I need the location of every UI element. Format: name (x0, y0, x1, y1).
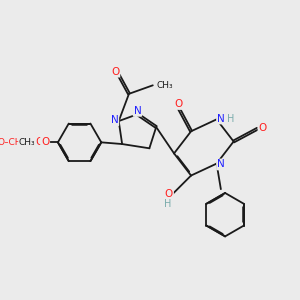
Text: N: N (111, 115, 119, 125)
Text: N: N (217, 113, 225, 124)
Text: O: O (111, 67, 119, 77)
Text: O: O (174, 99, 182, 109)
Text: N: N (217, 160, 225, 170)
Text: H: H (226, 113, 234, 124)
Text: H: H (164, 200, 171, 209)
Text: O: O (41, 137, 49, 147)
Text: N: N (134, 106, 141, 116)
Text: CH₃: CH₃ (156, 81, 173, 90)
Text: O: O (35, 137, 43, 147)
Text: O: O (165, 189, 173, 199)
Text: O–CH₃: O–CH₃ (0, 138, 26, 147)
Text: O: O (258, 123, 267, 133)
Text: CH₃: CH₃ (19, 138, 36, 147)
